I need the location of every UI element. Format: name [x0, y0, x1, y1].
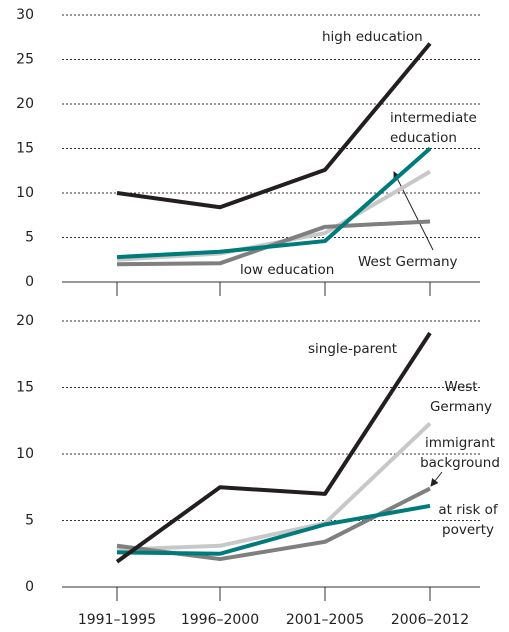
y-tick-label: 5: [25, 513, 34, 529]
y-tick-label: 0: [25, 274, 34, 290]
y-tick-label: 15: [16, 141, 34, 157]
y-tick-label: 5: [25, 230, 34, 246]
arrow: [430, 471, 443, 487]
y-tick-label: 30: [16, 7, 34, 23]
arrow: [393, 171, 434, 251]
y-tick-label: 0: [25, 579, 34, 595]
series-label: high education: [322, 29, 423, 45]
x-tick-label: 1991–1995: [78, 612, 156, 628]
y-tick-label: 10: [16, 446, 34, 462]
line: [116, 421, 432, 552]
x-tick-label: 1996–2000: [181, 612, 259, 628]
series-label: immigrant background: [420, 435, 500, 471]
series-label: at risk of poverty: [438, 502, 498, 538]
line: [116, 146, 432, 260]
y-tick-label: 10: [16, 185, 34, 201]
x-tick-label: 2006–2012: [391, 612, 469, 628]
series-label: low education: [240, 262, 335, 278]
series-label: West Germany: [358, 254, 458, 270]
y-tick-label: 20: [16, 313, 34, 329]
line: [115, 331, 432, 564]
x-tick-label: 2001–2005: [286, 612, 364, 628]
line: [116, 42, 432, 210]
series-label: intermediate education: [390, 110, 477, 146]
line: [116, 503, 431, 556]
y-tick-label: 25: [16, 52, 34, 68]
series-label: West Germany: [429, 379, 493, 415]
y-tick-label: 20: [16, 96, 34, 112]
y-tick-label: 15: [16, 380, 34, 396]
series-label: single-parent: [308, 341, 398, 357]
